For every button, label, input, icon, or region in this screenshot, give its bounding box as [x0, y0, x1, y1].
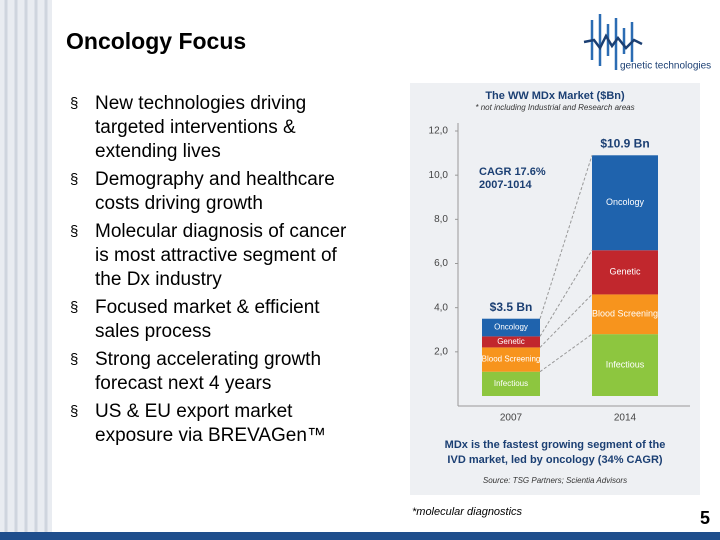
source: Source: TSG Partners; Scientia Advisors — [483, 476, 627, 485]
bullet-marker: § — [70, 95, 79, 112]
segment-label: Infectious — [494, 379, 528, 388]
slide-title: Oncology Focus — [66, 28, 247, 54]
annotation: 2007-1014 — [479, 179, 532, 191]
left-stripes — [4, 0, 48, 532]
bar-segment — [592, 155, 658, 251]
segment-label: Oncology — [606, 197, 645, 207]
bar-segment — [592, 250, 658, 295]
y-tick-label: 12,0 — [429, 126, 449, 137]
bullet-marker: § — [70, 403, 79, 420]
bullet-text: US & EU export market exposure via BREVA… — [95, 401, 326, 446]
bar-segment — [482, 347, 540, 372]
bullet: § Strong accelerating growth forecast nex… — [70, 348, 360, 396]
footnote: *molecular diagnostics — [412, 506, 523, 518]
page-number: 5 — [700, 508, 711, 528]
bullet-marker: § — [70, 299, 79, 316]
bullet: § Demography and healthcare costs driving… — [70, 168, 360, 216]
total-label: $3.5 Bn — [490, 300, 533, 314]
y-tick-label: 6,0 — [434, 258, 448, 269]
connector — [539, 333, 593, 373]
bar-segment — [592, 334, 658, 396]
bar-segment — [482, 336, 540, 348]
bar-segment — [592, 294, 658, 335]
segment-label: Infectious — [606, 359, 645, 369]
caption: MDx is the fastest growing segment of th… — [445, 439, 666, 451]
bar-segment — [482, 318, 540, 337]
bullet-text: New technologies driving targeted interv… — [95, 93, 307, 162]
connector — [539, 294, 593, 348]
bullet: § US & EU export market exposure via BREV… — [70, 400, 360, 448]
segment-label: Oncology — [494, 323, 528, 332]
bar-segment — [482, 371, 540, 396]
bullet-text: Focused market & efficient sales process — [95, 297, 320, 342]
bullet-list: § New technologies driving targeted inter… — [70, 92, 370, 452]
logo-text: genetic technologies — [620, 61, 711, 72]
bullet: § Focused market & efficient sales proces… — [70, 296, 360, 344]
y-tick-label: 8,0 — [434, 214, 448, 225]
connector — [539, 155, 593, 319]
caption: IVD market, led by oncology (34% CAGR) — [447, 454, 662, 466]
bullet: § Molecular diagnosis of cancer is most a… — [70, 220, 360, 292]
chart-subtitle: * not including Industrial and Research … — [475, 103, 634, 112]
bullet-marker: § — [70, 223, 79, 240]
bullet-marker: § — [70, 351, 79, 368]
total-label: $10.9 Bn — [600, 136, 649, 150]
bottom-bar — [0, 532, 720, 540]
connector — [539, 249, 593, 337]
bullet: § New technologies driving targeted inter… — [70, 92, 360, 164]
bullet-text: Molecular diagnosis of cancer is most at… — [95, 221, 347, 290]
bullet-text: Demography and healthcare costs driving … — [95, 169, 335, 214]
bullet-text: Strong accelerating growth forecast next… — [95, 349, 322, 394]
segment-label: Blood Screening — [482, 355, 541, 364]
y-tick-label: 2,0 — [434, 346, 448, 357]
segment-label: Genetic — [497, 337, 525, 346]
x-tick-label: 2007 — [500, 413, 523, 424]
chart-title: The WW MDx Market ($Bn) — [485, 90, 625, 102]
y-tick-label: 4,0 — [434, 302, 448, 313]
segment-label: Blood Screening — [592, 309, 658, 319]
bullet-marker: § — [70, 171, 79, 188]
x-tick-label: 2014 — [614, 413, 637, 424]
y-tick-label: 10,0 — [429, 170, 449, 181]
logo-mark — [583, 14, 643, 70]
segment-label: Genetic — [609, 267, 641, 277]
annotation: CAGR 17.6% — [479, 166, 546, 178]
